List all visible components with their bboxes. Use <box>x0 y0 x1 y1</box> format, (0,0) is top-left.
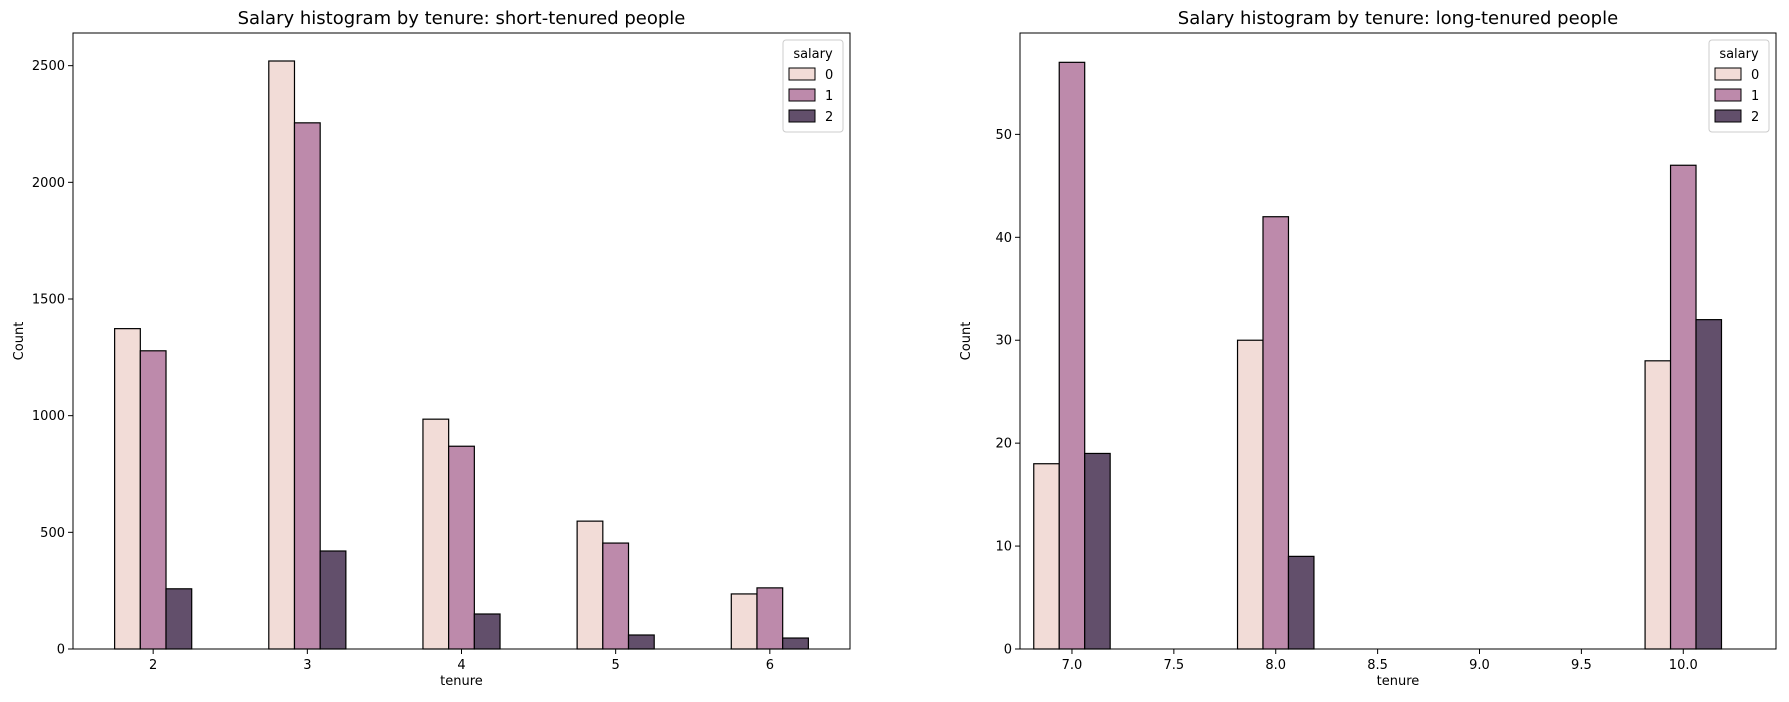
bar-salary-0-tenure-10 <box>1644 360 1672 650</box>
y-tick-label: 50 <box>995 128 1012 143</box>
bar-salary-0-tenure-6 <box>730 593 758 650</box>
x-tick-label: 3 <box>303 658 311 673</box>
y-tick-label: 0 <box>1004 643 1012 658</box>
x-tick-label: 8.0 <box>1265 658 1286 673</box>
x-tick-label: 4 <box>457 658 465 673</box>
x-tick-label: 9.0 <box>1469 658 1490 673</box>
x-tick-label: 7.0 <box>1062 658 1083 673</box>
bar-salary-1-tenure-7 <box>1058 61 1086 650</box>
y-axis-label: Count <box>12 322 27 361</box>
legend-swatch-1 <box>1714 88 1742 102</box>
plot-frame <box>1019 32 1777 650</box>
chart-title: Salary histogram by tenure: long-tenured… <box>1178 8 1618 29</box>
bar-salary-1-tenure-6 <box>756 587 784 650</box>
y-tick-label: 2000 <box>32 176 65 191</box>
y-tick-label: 40 <box>995 231 1012 246</box>
legend-box <box>782 39 844 133</box>
x-tick-label: 5 <box>612 658 620 673</box>
legend-label-0: 0 <box>825 68 833 83</box>
y-tick-label: 500 <box>40 526 65 541</box>
bar-salary-1-tenure-2 <box>139 350 167 650</box>
x-tick-label: 9.5 <box>1571 658 1592 673</box>
bar-salary-2-tenure-5 <box>627 634 655 650</box>
bar-salary-0-tenure-4 <box>422 418 450 650</box>
x-tick-label: 7.5 <box>1164 658 1185 673</box>
legend-swatch-1 <box>788 88 816 102</box>
bar-salary-0-tenure-8 <box>1236 339 1264 650</box>
legend-box <box>1708 39 1770 133</box>
x-axis-label: tenure <box>1377 674 1420 689</box>
legend-swatch-2 <box>788 109 816 123</box>
legend-title: salary <box>1719 47 1759 62</box>
legend: salary 0 1 2 <box>1708 39 1770 133</box>
bar-salary-2-tenure-2 <box>165 588 193 650</box>
x-tick-label: 8.5 <box>1367 658 1388 673</box>
bar-salary-1-tenure-10 <box>1669 164 1697 650</box>
bar-salary-2-tenure-7 <box>1084 452 1111 650</box>
y-tick-label: 0 <box>57 643 65 658</box>
bar-salary-1-tenure-3 <box>293 122 321 650</box>
legend-swatch-0 <box>1714 67 1742 81</box>
y-tick-label: 30 <box>995 334 1012 349</box>
chart-short-tenured: 2 3 4 5 6 0 500 1000 1500 2000 2500 Salary histog… <box>12 8 851 689</box>
bar-salary-2-tenure-3 <box>319 550 347 650</box>
y-tick-label: 20 <box>995 437 1012 452</box>
bar-salary-2-tenure-8 <box>1287 555 1315 650</box>
y-tick-label: 10 <box>995 540 1012 555</box>
bar-salary-0-tenure-2 <box>114 328 141 650</box>
legend-swatch-2 <box>1714 109 1742 123</box>
bar-salary-1-tenure-5 <box>602 542 630 650</box>
legend-label-1: 1 <box>825 89 833 104</box>
legend-swatch-0 <box>788 67 816 81</box>
bar-salary-2-tenure-10 <box>1695 319 1723 650</box>
bar-salary-0-tenure-7 <box>1033 463 1060 650</box>
bar-salary-1-tenure-8 <box>1262 216 1290 650</box>
x-axis-label: tenure <box>440 674 483 689</box>
y-tick-label: 1500 <box>32 293 65 308</box>
legend-label-0: 0 <box>1751 68 1759 83</box>
y-tick-label: 1000 <box>32 409 65 424</box>
bar-salary-0-tenure-3 <box>268 60 296 650</box>
legend: salary 0 1 2 <box>782 39 844 133</box>
chart-title: Salary histogram by tenure: short-tenure… <box>238 8 686 29</box>
legend-title: salary <box>793 47 833 62</box>
bar-salary-2-tenure-6 <box>782 637 809 650</box>
x-tick-label: 6 <box>766 658 774 673</box>
y-axis-label: Count <box>959 322 974 361</box>
legend-label-2: 2 <box>1751 110 1759 125</box>
x-tick-label: 2 <box>149 658 157 673</box>
x-tick-label: 10.0 <box>1669 658 1698 673</box>
y-tick-label: 2500 <box>32 59 65 74</box>
legend-label-1: 1 <box>1751 89 1759 104</box>
bar-salary-2-tenure-4 <box>473 613 501 650</box>
legend-label-2: 2 <box>825 110 833 125</box>
bar-salary-1-tenure-4 <box>448 445 475 650</box>
bar-salary-0-tenure-5 <box>576 520 604 650</box>
